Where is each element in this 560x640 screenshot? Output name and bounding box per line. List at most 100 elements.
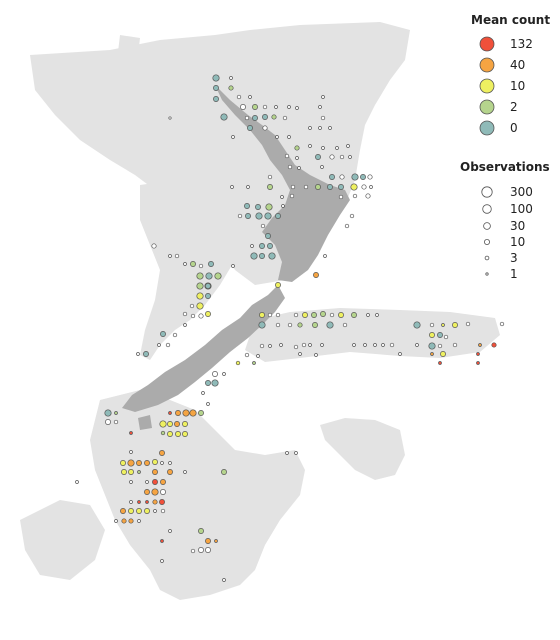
survey-marker [271,114,277,120]
legend-mean-label-132: 132 [510,37,533,51]
survey-marker [168,411,172,415]
survey-marker [211,379,219,387]
survey-marker [335,146,339,150]
survey-marker [293,344,299,350]
land [122,85,350,430]
survey-marker [183,323,187,327]
survey-marker [201,391,205,395]
survey-marker [198,410,204,416]
survey-marker [129,450,133,454]
survey-marker [259,253,265,259]
survey-marker [198,263,204,269]
survey-marker [275,322,281,328]
survey-marker [440,351,446,357]
survey-marker [237,213,243,219]
survey-marker [284,153,290,159]
legend-mean-label-40: 40 [510,58,525,72]
survey-marker [165,342,171,348]
survey-marker [302,312,308,318]
survey-marker [244,203,250,209]
survey-marker [244,352,250,358]
legend-mean-title: Mean count [471,13,550,27]
survey-marker [256,354,260,358]
survey-marker [413,321,421,329]
survey-marker [231,264,235,268]
survey-marker [312,322,318,328]
survey-marker [159,420,167,428]
survey-marker [318,105,322,109]
survey-marker [289,193,295,199]
survey-marker [366,313,370,317]
survey-marker [348,155,352,159]
south-island [122,285,285,412]
survey-marker [262,114,268,120]
survey-marker [262,104,268,110]
survey-marker [196,282,204,290]
survey-marker [443,334,449,340]
survey-marker [318,126,322,130]
survey-marker [338,194,344,200]
survey-marker [452,342,458,348]
legend-obs-label-30: 30 [510,219,525,233]
survey-marker [398,352,402,356]
survey-marker [293,312,299,318]
survey-marker [206,402,210,406]
survey-marker [231,135,235,139]
survey-marker [248,95,252,99]
survey-marker [196,302,204,310]
survey-marker [221,469,227,475]
survey-marker [137,470,141,474]
survey-marker [294,451,298,455]
survey-marker [214,539,218,543]
survey-marker [465,321,471,327]
survey-marker [346,144,350,148]
legend-mean-label-0: 0 [510,121,518,135]
survey-marker [174,421,180,427]
legend-mean-swatch-2 [479,99,495,115]
survey-marker [145,480,149,484]
survey-marker [279,343,283,347]
survey-marker [129,500,133,504]
survey-marker [159,499,165,505]
chatham-rise [245,308,500,362]
legend-obs-circle-3 [484,255,490,261]
survey-marker [321,146,325,150]
survey-marker [315,184,321,190]
survey-marker [262,125,268,131]
survey-marker [351,312,357,318]
survey-marker [294,145,300,151]
survey-marker [168,254,172,258]
survey-marker [128,508,134,514]
survey-marker [172,332,178,338]
legend-mean-swatch-40 [479,57,495,73]
survey-marker [280,195,284,199]
survey-marker [182,421,188,427]
survey-marker [121,518,127,524]
survey-marker [205,293,211,299]
survey-marker [301,342,307,348]
survey-marker [152,459,158,465]
survey-marker [205,311,211,317]
survey-marker [213,96,219,102]
survey-marker [114,519,118,523]
survey-marker [329,154,335,160]
survey-marker [228,85,234,91]
survey-marker [252,104,258,110]
survey-marker [308,126,312,130]
survey-marker [121,469,127,475]
survey-marker [320,343,324,347]
survey-marker [320,165,324,169]
survey-marker [153,509,157,513]
survey-marker [244,115,250,121]
survey-marker [236,94,242,100]
survey-marker [105,419,111,425]
survey-marker [229,76,233,80]
survey-marker [287,135,291,139]
survey-marker [167,431,173,437]
legend-obs-label-300: 300 [510,185,533,199]
survey-marker [327,184,333,190]
survey-marker [205,283,211,289]
survey-markers [75,74,505,582]
survey-marker [429,332,435,338]
legend-obs-circle-100 [482,204,492,214]
